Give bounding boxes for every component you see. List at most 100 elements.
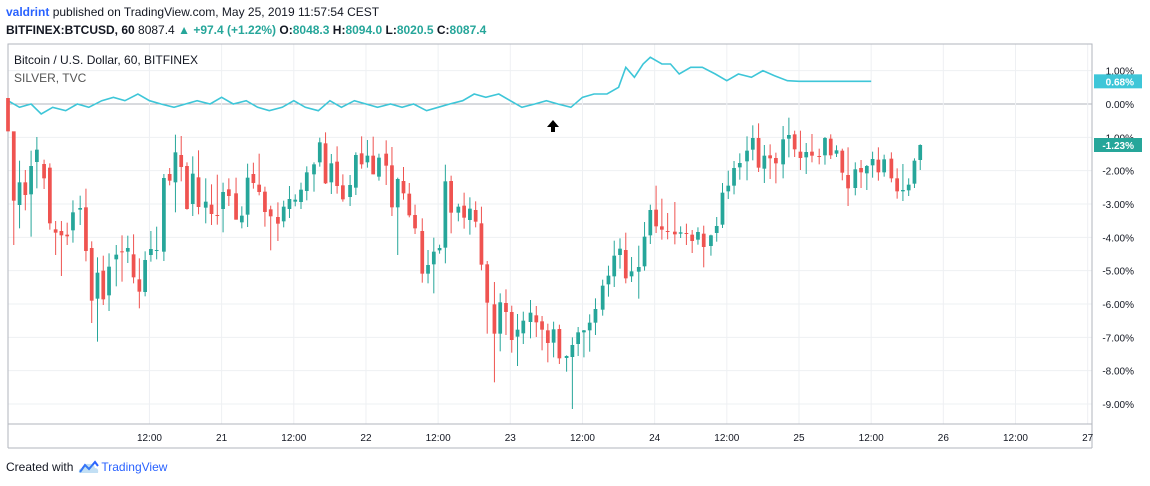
compare-series-legend[interactable]: SILVER, TVC [14, 71, 87, 85]
candle-up [906, 178, 911, 196]
candle-body [672, 231, 677, 235]
candle-up [162, 174, 166, 261]
candle-up [762, 145, 767, 183]
candle-body [810, 151, 814, 156]
candle-up [612, 240, 617, 287]
candle-up [870, 151, 875, 178]
candle-body [726, 185, 731, 192]
candle-body [804, 152, 809, 158]
candle-down [89, 241, 94, 323]
btc-candles [6, 98, 923, 409]
candle-up [823, 137, 827, 165]
candle-up [882, 154, 887, 177]
candle-body [479, 223, 484, 265]
candle-down [257, 153, 262, 196]
open-label: O: [279, 23, 293, 37]
candle-up [149, 231, 153, 262]
candle-body [365, 155, 370, 163]
candle-body [834, 150, 839, 154]
candle-up [745, 136, 749, 181]
triangle-up-icon: ▲ [178, 23, 190, 37]
main-series-legend[interactable]: Bitcoin / U.S. Dollar, 60, BITFINEX [14, 53, 199, 67]
candle-up [714, 217, 719, 242]
candle-up [781, 126, 785, 179]
candle-body [557, 329, 562, 359]
candle-body [215, 215, 220, 216]
candle-up [29, 150, 33, 237]
candle-up [709, 234, 713, 256]
candle-up [864, 165, 869, 190]
symbol-label: BITFINEX:BTCUSD, 60 [6, 23, 135, 37]
candle-body [359, 153, 364, 165]
author-link[interactable]: valdrint [6, 5, 50, 19]
candle-body [413, 215, 417, 229]
x-tick-label: 21 [216, 433, 228, 444]
candle-up [437, 244, 442, 254]
candle-body [154, 250, 159, 251]
cloud-icon [79, 460, 100, 473]
candle-up [750, 125, 755, 161]
candle-up [498, 293, 503, 352]
candle-body [623, 250, 628, 279]
candle-down [817, 148, 822, 165]
candle-down [534, 306, 539, 337]
y-tick-label: -2.00% [1102, 167, 1134, 178]
candle-body [348, 185, 352, 197]
candle-body [582, 330, 586, 333]
candle-down [101, 255, 106, 305]
y-tick-label: -8.00% [1102, 367, 1134, 378]
candle-body [371, 155, 376, 175]
candle-body [377, 157, 381, 177]
candle-body [120, 251, 124, 253]
candle-down [335, 146, 339, 194]
candle-up [456, 203, 461, 222]
candle-down [234, 177, 238, 220]
candle-up [154, 226, 159, 260]
candle-body [918, 145, 923, 160]
candle-body [456, 206, 461, 213]
candle-body [401, 181, 406, 194]
candle-down [47, 163, 52, 230]
y-tick-label: -9.00% [1102, 400, 1134, 411]
candle-body [137, 279, 142, 292]
candle-up [696, 227, 700, 245]
candle-down [895, 168, 900, 199]
candle-down [828, 134, 833, 159]
candle-down [889, 152, 894, 183]
candle-body [828, 138, 833, 156]
candle-body [882, 159, 887, 173]
candle-down [557, 324, 562, 364]
created-with-label: Created with [6, 460, 74, 474]
candle-body [329, 163, 334, 183]
candle-body [551, 329, 556, 343]
y-tick-label: -4.00% [1102, 233, 1134, 244]
candle-body [341, 185, 345, 200]
candle-up [293, 194, 298, 207]
candle-body [426, 265, 430, 274]
candle-up [576, 327, 581, 356]
candle-down [384, 140, 389, 185]
candle-up [629, 257, 634, 282]
brand-name: TradingView [101, 460, 168, 474]
btc-last-label: -1.23% [1102, 141, 1134, 152]
candle-down [323, 132, 328, 184]
candle-body [221, 192, 225, 209]
publish-header: valdrint published on TradingView.com, M… [6, 4, 379, 20]
candle-down [65, 222, 70, 245]
candle-down [701, 225, 706, 268]
candle-down [137, 258, 142, 309]
candle-down [540, 316, 544, 351]
candle-down [684, 223, 689, 245]
candle-body [798, 151, 803, 158]
candle-body [846, 175, 850, 189]
tradingview-brand[interactable]: TradingView [77, 460, 167, 474]
y-tick-label: 1.00% [1106, 67, 1134, 78]
candle-body [209, 204, 214, 214]
silver-last-label: 0.68% [1106, 77, 1134, 88]
candle-body [47, 167, 52, 224]
y-axis: 1.00%0.00%-1.00%-2.00%-3.00%-4.00%-5.00%… [1094, 67, 1142, 411]
candle-down [390, 147, 394, 216]
candle-body [11, 131, 16, 201]
candle-down [251, 162, 256, 189]
